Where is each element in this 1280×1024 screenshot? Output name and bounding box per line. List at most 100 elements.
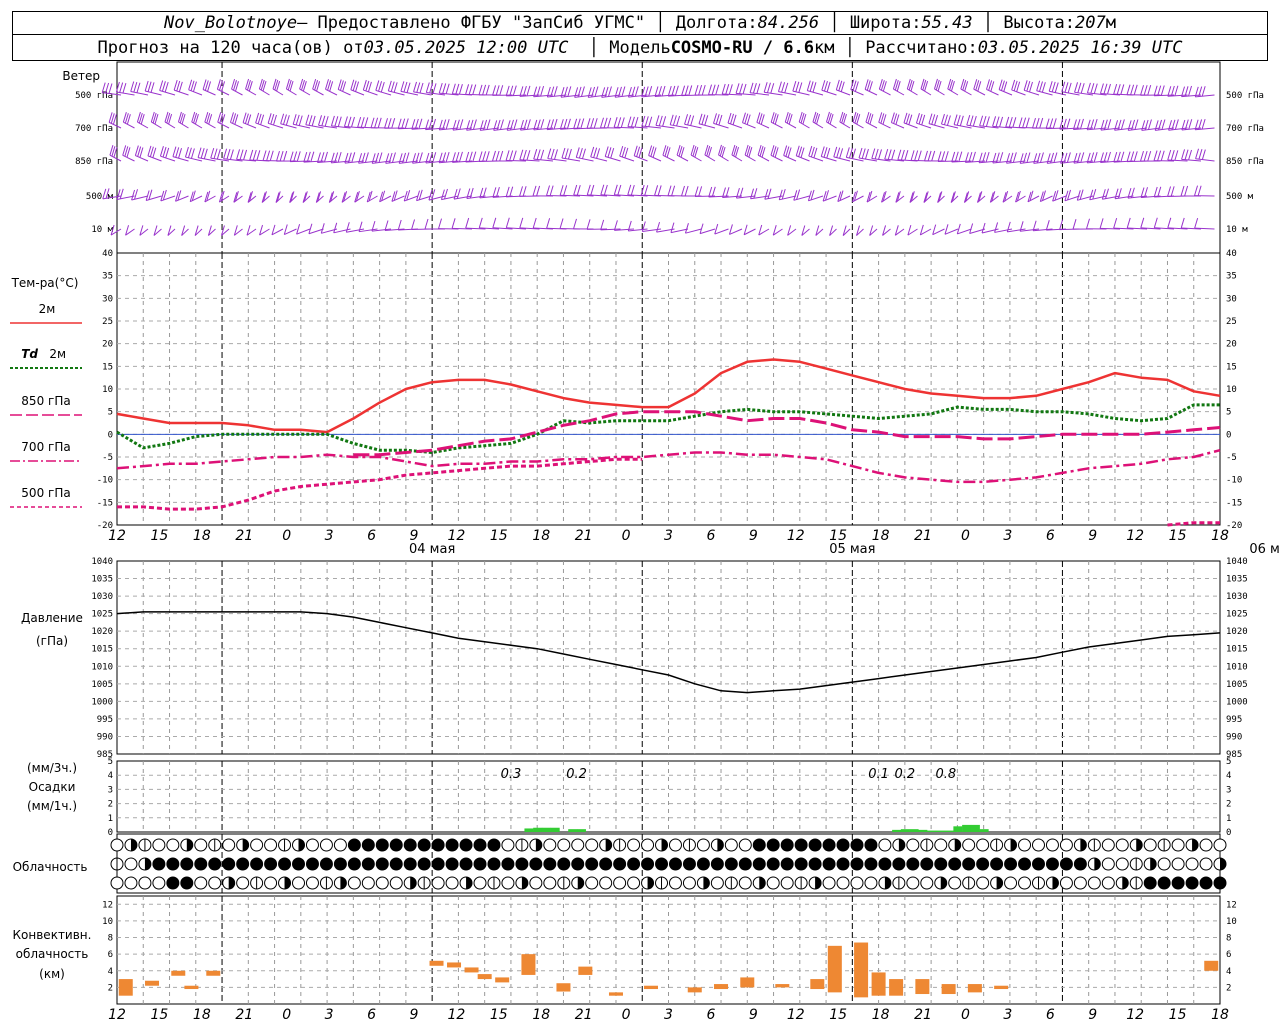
wind-barb-feather (1064, 190, 1069, 201)
wind-barb (587, 194, 608, 197)
wind-barb (979, 125, 999, 129)
wind-barb (869, 228, 878, 236)
wind-barb-feather (722, 187, 726, 198)
wind-barb-feather (458, 151, 463, 163)
wind-barb (160, 195, 176, 202)
wind-barb-feather (252, 149, 257, 161)
y-tick-left: 10 (102, 385, 113, 395)
wind-barb (305, 124, 324, 129)
wind-barb-feather (999, 116, 1004, 128)
wind-barb (641, 94, 662, 98)
wind-barb-feather (1201, 86, 1206, 97)
conv-bars (118, 942, 1219, 998)
precip-value-label: 0.2 (895, 767, 916, 782)
wind-barb-feather (1009, 152, 1014, 163)
wind-barb-feather (492, 187, 497, 198)
wind-barb (167, 228, 176, 236)
wind-barb (172, 156, 189, 162)
cloud-symbol (1101, 876, 1115, 890)
wind-barb-feather (904, 150, 909, 161)
wind-barb (1194, 227, 1215, 230)
wind-barb-feather (573, 218, 577, 230)
wind-barb-feather (772, 225, 777, 236)
wind-barb-feather (742, 83, 747, 95)
wind-barb-feather (452, 119, 457, 131)
wind-barb-feather (478, 151, 483, 162)
cloud-symbol (1101, 857, 1115, 871)
cloud-symbol-fill (1004, 858, 1017, 870)
wind-barb (837, 195, 851, 203)
wind-barb-feather (897, 149, 902, 160)
wind-barb-feather (822, 191, 827, 202)
wind-barb-feather (134, 145, 139, 156)
wind-barb-feather (159, 80, 164, 91)
wind-barb-feather (455, 83, 460, 95)
wind-barb-feather (108, 112, 113, 123)
cloud-symbol (627, 876, 641, 890)
wind-barb-feather (869, 114, 874, 125)
cloud-symbol (976, 876, 990, 890)
wind-barb-feather (701, 84, 706, 96)
wind-barb-feather (968, 151, 973, 163)
wind-barb (388, 90, 405, 96)
conv-bar (687, 987, 702, 993)
calc-time: 03.05.2025 16:39 UTC (977, 37, 1183, 58)
wind-barb-feather (334, 152, 339, 163)
wind-barb-feather (601, 87, 606, 98)
wind-barb-feather (533, 86, 538, 97)
wind-barb-feather (333, 222, 338, 233)
wind-barb-feather (533, 149, 538, 160)
wind-barb-feather (1090, 119, 1095, 130)
cloud-symbol (864, 876, 878, 890)
cloud-symbol-half (1220, 858, 1226, 870)
wind-barb-feather (698, 113, 703, 124)
wind-barb-feather (827, 112, 832, 124)
wind-barb-feather (285, 78, 290, 90)
wind-barb-feather (937, 80, 942, 92)
wind-barb-feather (809, 81, 814, 92)
x-tick-label: 18 (872, 528, 890, 544)
wind-barb-feather (451, 152, 456, 163)
wind-barb-feather (509, 85, 514, 96)
x-tick-label: 6 (706, 1007, 715, 1023)
wind-barb (331, 125, 351, 129)
wind-barb-feather (949, 79, 954, 91)
wind-barb (441, 195, 459, 201)
x-tick-label: 18 (1211, 528, 1229, 544)
wind-level-left: 500 м (86, 192, 114, 202)
wind-barb-feather (960, 78, 965, 90)
wind-barb-feather (416, 190, 421, 201)
wind-barb (822, 195, 837, 202)
wind-barb-feather (634, 86, 639, 97)
wind-barb (829, 228, 837, 236)
wind-barb-feather (1077, 82, 1082, 93)
wind-barb (413, 91, 432, 96)
wind-barb-feather (526, 150, 531, 161)
cloud-symbol-fill (613, 858, 626, 870)
cloud-symbol-fill (990, 858, 1003, 870)
wind-barb-feather (341, 192, 346, 203)
wind-barb (275, 195, 284, 203)
wind-barb (950, 195, 959, 203)
cloud-symbol-half (940, 877, 947, 889)
wind-barb-feather (303, 191, 308, 202)
wind-barb-feather (721, 83, 726, 95)
wind-barb-feather (1012, 117, 1017, 128)
cloud-symbol-fill (795, 839, 808, 851)
wind-barb (506, 159, 527, 162)
y-tick-right: 1015 (1226, 645, 1248, 655)
wind-barb-feather (1052, 118, 1057, 129)
wind-barb-feather (1086, 152, 1091, 163)
wind-barb (920, 228, 932, 236)
wind-barb (341, 195, 351, 203)
wind-barb-feather (361, 152, 366, 163)
wind-barb (574, 94, 594, 98)
wind-barb-feather (772, 146, 777, 157)
wind-barb-feather (401, 118, 406, 129)
y-tick-left: 995 (97, 715, 113, 725)
wind-barb-feather (1181, 86, 1186, 97)
wind-barb-feather (506, 120, 511, 131)
wind-barb-feather (397, 219, 402, 231)
wind-barb-feather (959, 115, 964, 126)
cloud-symbol-half (1122, 877, 1129, 889)
